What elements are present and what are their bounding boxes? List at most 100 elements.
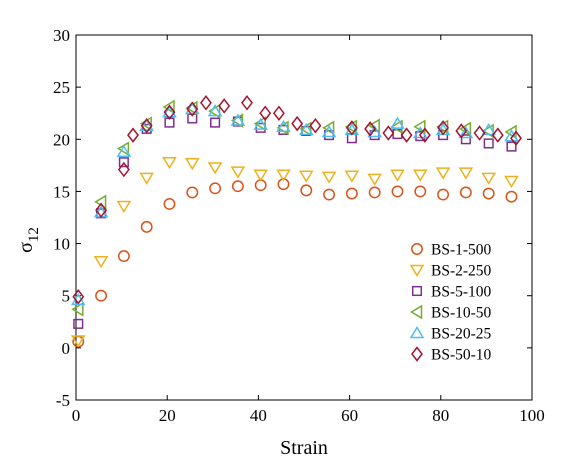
- data-point: [414, 185, 427, 198]
- data-point: [95, 289, 108, 302]
- legend-label: BS-10-50: [431, 305, 492, 322]
- data-point: [473, 125, 486, 141]
- data-point: [345, 120, 358, 136]
- data-point: [504, 175, 519, 188]
- legend: BS-1-500 BS-2-250 BS-5-100 BS-10-50 BS-20-25…: [409, 242, 492, 364]
- data-point: [127, 127, 139, 143]
- legend-marker: [411, 285, 423, 297]
- data-point: [323, 188, 336, 201]
- y-tick-label: 0: [62, 339, 71, 358]
- axis-ticks: [75, 34, 533, 401]
- legend-item: BS-10-50: [410, 304, 492, 322]
- data-point: [482, 187, 495, 200]
- series-BS-50-10: [72, 95, 522, 305]
- data-point: [291, 115, 304, 132]
- data-point: [455, 123, 468, 139]
- y-tick-label: -5: [56, 391, 70, 410]
- legend-marker: [411, 346, 423, 362]
- legend-item: BS-50-10: [411, 346, 492, 364]
- y-axis-label-subscript: 12: [26, 227, 42, 242]
- data-point: [415, 131, 426, 142]
- legend-item: BS-1-500: [411, 242, 492, 259]
- y-tick-label: 25: [53, 78, 70, 97]
- data-point: [345, 187, 358, 200]
- data-point: [72, 289, 85, 305]
- data-point: [458, 126, 474, 139]
- data-point: [230, 113, 244, 128]
- data-point: [73, 318, 84, 329]
- data-point: [481, 122, 497, 136]
- x-tick-label: 0: [72, 406, 81, 425]
- data-point: [458, 167, 474, 180]
- data-point: [253, 169, 269, 182]
- data-point: [368, 186, 381, 199]
- data-point: [390, 116, 405, 129]
- data-point: [140, 220, 153, 233]
- data-point: [391, 185, 404, 198]
- y-tick-label: 10: [53, 235, 70, 254]
- legend-marker: [410, 304, 423, 320]
- data-point: [184, 158, 200, 171]
- data-point: [506, 141, 517, 152]
- data-point: [116, 144, 132, 158]
- data-point: [207, 162, 223, 175]
- data-point: [344, 170, 360, 183]
- data-point: [321, 171, 337, 184]
- x-tick-label: 60: [341, 406, 358, 425]
- data-point: [418, 127, 431, 143]
- data-point: [71, 301, 84, 317]
- data-point: [437, 120, 450, 136]
- y-tick-label: 5: [62, 287, 71, 306]
- data-point: [437, 188, 450, 201]
- legend-label: BS-50-10: [431, 347, 492, 364]
- y-axis-label: σ12: [15, 227, 42, 253]
- data-point: [200, 95, 212, 111]
- data-point: [118, 157, 129, 168]
- data-point: [481, 172, 497, 185]
- data-point: [510, 130, 522, 146]
- data-point: [230, 166, 246, 179]
- data-point: [116, 200, 132, 213]
- data-point: [184, 102, 200, 115]
- legend-marker: [409, 326, 425, 339]
- data-point: [94, 194, 107, 210]
- data-point: [505, 190, 518, 203]
- x-tick-label: 100: [519, 406, 545, 425]
- plot-frame: [75, 34, 533, 401]
- data-point: [390, 169, 405, 182]
- data-point: [231, 180, 244, 193]
- data-point: [186, 186, 199, 199]
- data-point: [230, 113, 246, 126]
- data-point: [139, 172, 155, 185]
- data-markers: [70, 95, 522, 348]
- data-point: [460, 134, 471, 145]
- data-point: [70, 335, 86, 348]
- data-point: [298, 170, 314, 183]
- data-point: [162, 99, 175, 115]
- data-point: [253, 117, 269, 130]
- legend-item: BS-2-250: [409, 263, 492, 280]
- data-point: [322, 120, 335, 136]
- legend-marker: [409, 264, 425, 277]
- data-point: [367, 173, 383, 186]
- data-point: [412, 169, 428, 182]
- data-point: [241, 95, 253, 111]
- x-tick-label: 20: [159, 406, 176, 425]
- legend-label: BS-2-250: [431, 263, 492, 280]
- data-point: [140, 117, 153, 134]
- data-point: [400, 127, 413, 143]
- y-tick-label: 20: [53, 130, 70, 149]
- data-point: [491, 127, 504, 143]
- data-point: [162, 156, 177, 170]
- data-point: [218, 98, 231, 114]
- data-point: [116, 141, 130, 156]
- data-point: [117, 250, 130, 263]
- data-point: [95, 202, 108, 218]
- legend-label: BS-1-500: [431, 242, 492, 259]
- data-point: [364, 121, 377, 137]
- data-point: [209, 182, 222, 195]
- data-point: [309, 117, 322, 134]
- data-point: [163, 197, 176, 210]
- data-point: [412, 126, 428, 139]
